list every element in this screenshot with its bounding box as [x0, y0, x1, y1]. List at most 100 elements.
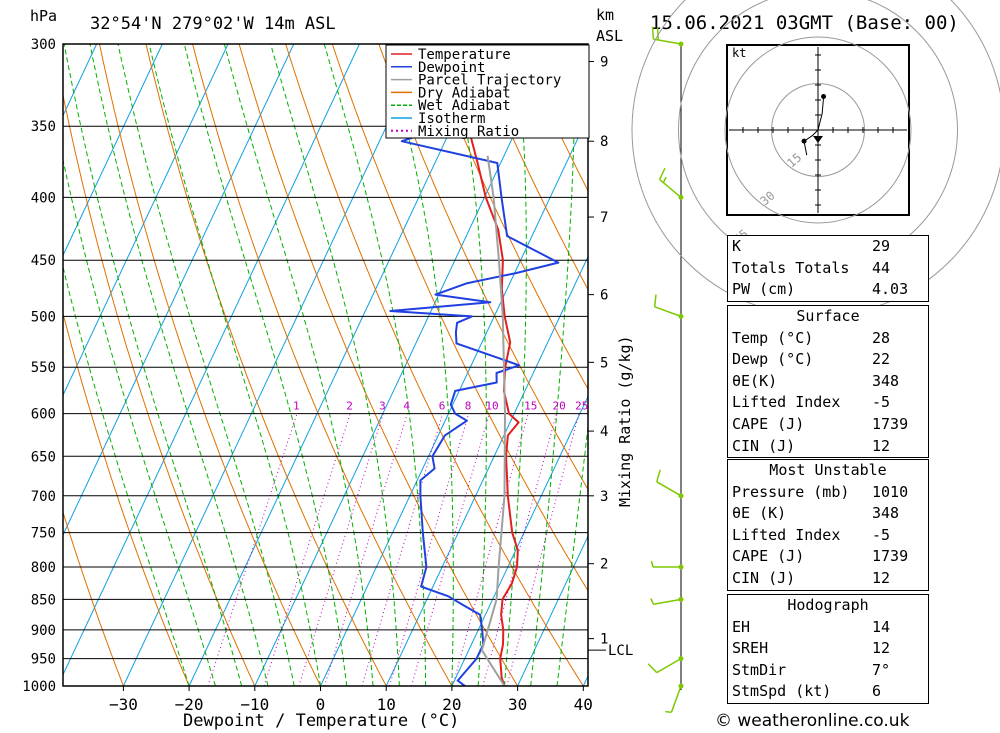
mixing-ratio-label: 8	[465, 400, 472, 413]
wet-adiabat-line	[63, 44, 243, 686]
pressure-tick-label: 800	[31, 560, 56, 576]
km-tick-label: 8	[600, 134, 608, 150]
surface-row: Temp (°C) 28	[732, 328, 891, 347]
wind-barb-flag	[651, 26, 655, 40]
isotherm-line	[188, 44, 492, 686]
pressure-tick-label: 900	[31, 623, 56, 639]
wind-barb-half-flag	[650, 560, 654, 568]
isotherm-line	[385, 255, 588, 686]
asl-unit: ASL	[596, 27, 623, 45]
temperature-tick-label: −20	[175, 695, 204, 714]
km-tick-label: 2	[600, 557, 608, 573]
hodo-row: StmSpd (kt) 6	[732, 682, 882, 701]
wind-barb-half-flag	[665, 710, 672, 714]
wind-barb-flag	[656, 469, 661, 483]
wind-barb-flag	[647, 663, 658, 674]
x-axis-label: Dewpoint / Temperature (°C)	[183, 711, 459, 731]
credit-link[interactable]: © weatheronline.co.uk	[715, 711, 910, 731]
temperature-tick-label: 30	[508, 695, 527, 714]
hodograph-point	[801, 138, 807, 144]
hodograph-unit: kt	[732, 46, 746, 60]
pressure-axis: 300 350 400 450 500 550 600 650 700 750 800 850 900 9…	[22, 37, 56, 695]
surface-title: Surface	[796, 307, 860, 325]
isotherm-line	[63, 44, 360, 676]
temperature-tick-label: −30	[109, 695, 138, 714]
lcl-label: LCL	[608, 643, 633, 659]
indices-table: K 29 Totals Totals 44 PW (cm) 4.03	[727, 235, 929, 302]
wet-adiabat-line	[504, 44, 527, 686]
index-row: K 29	[732, 237, 891, 255]
mixing-ratio-line	[411, 413, 490, 686]
temperature-tick-label: 20	[442, 695, 461, 714]
wet-adiabat-line	[530, 44, 576, 686]
dry-adiabat-line	[984, 44, 1000, 686]
wind-barb-flag	[653, 294, 657, 307]
pressure-tick-label: 950	[31, 652, 56, 668]
most-unstable-title: Most Unstable	[769, 461, 887, 479]
pressure-tick-label: 450	[31, 253, 56, 269]
legend-label: Isotherm	[418, 111, 485, 127]
temperature-tick-label: 0	[316, 695, 326, 714]
wet-adiabat-line	[117, 44, 295, 686]
pressure-tick-label: 350	[31, 119, 56, 135]
temperature-tick-label: −10	[240, 695, 269, 714]
hodograph-table: Hodograph EH 14 SREH 12 StmDir 7° StmSpd (k…	[727, 594, 929, 704]
mu-row: CAPE (J) 1739	[732, 547, 909, 566]
wind-barb-half-flag	[662, 176, 667, 183]
mixing-ratio-label: 10	[485, 400, 498, 413]
pressure-tick-label: 850	[31, 592, 56, 608]
mixing-ratio-line	[452, 413, 529, 686]
legend-label: Parcel Trajectory	[418, 73, 561, 89]
temperature-tick-label: 10	[377, 695, 396, 714]
dry-adiabat-line	[192, 44, 453, 686]
km-tick-label: 1	[600, 632, 608, 648]
wet-adiabat-line	[89, 44, 269, 686]
surface-row: θE(K) 348	[732, 371, 900, 390]
dry-adiabat-line	[424, 44, 588, 390]
legend-label: Dewpoint	[418, 60, 485, 76]
wind-barb-staff	[656, 657, 682, 674]
wind-barb-half-flag	[650, 598, 655, 605]
wind-barb-staff	[656, 481, 682, 497]
wet-adiabat-line	[384, 44, 454, 686]
mixing-ratio-line	[207, 413, 298, 686]
surface-table: Surface Temp (°C) 28 Dewp (°C) 22 θE(K) 348…	[727, 305, 929, 459]
mixing-ratio-line	[324, 413, 408, 686]
parcel-trajectory-profile	[480, 155, 506, 686]
wind-barb-staff	[654, 306, 682, 318]
mixing-ratio-line	[361, 413, 444, 686]
mixing-ratio-label: 4	[403, 400, 410, 413]
mu-row: CIN (J) 12	[732, 568, 891, 587]
wind-barbs	[647, 26, 684, 714]
isotherm-line	[63, 44, 163, 257]
temperature-axis: −30 −20 −10 0 10 20 30 40	[109, 686, 593, 714]
isotherm-line	[451, 395, 588, 686]
isotherm-line	[254, 44, 557, 686]
surface-row: Lifted Index -5	[732, 393, 891, 412]
hodograph-table-title: Hodograph	[787, 596, 869, 614]
isotherm-line	[517, 535, 588, 686]
km-axis: 1 2 3 4 5 6 7 8 9 LCL	[588, 54, 633, 659]
wind-barb-flag	[658, 167, 666, 180]
wind-barb-staff	[670, 685, 682, 713]
mixing-ratio-labels: 1 2 3 4 6 8 10 15 20 25	[293, 400, 588, 413]
index-row: Totals Totals 44	[732, 258, 891, 277]
km-tick-label: 7	[600, 210, 608, 226]
legend-label: Mixing Ratio	[418, 124, 519, 140]
pressure-tick-label: 700	[31, 489, 56, 505]
location-title: 32°54'N 279°02'W 14m ASL	[90, 14, 336, 34]
isotherm-line	[0, 44, 31, 686]
pressure-tick-label: 400	[31, 190, 56, 206]
profile-lines	[389, 44, 560, 686]
mixing-ratio-label: 1	[293, 400, 300, 413]
hodo-row: SREH 12	[732, 639, 891, 658]
wet-adiabat-line	[323, 44, 427, 686]
dewpoint-profile	[389, 44, 560, 686]
pressure-tick-label: 500	[31, 309, 56, 325]
index-row: PW (cm) 4.03	[732, 280, 909, 299]
temperature-profile	[449, 44, 520, 686]
mixing-ratio-label: 20	[553, 400, 566, 413]
km-tick-label: 4	[600, 424, 608, 440]
pressure-unit: hPa	[30, 7, 57, 25]
